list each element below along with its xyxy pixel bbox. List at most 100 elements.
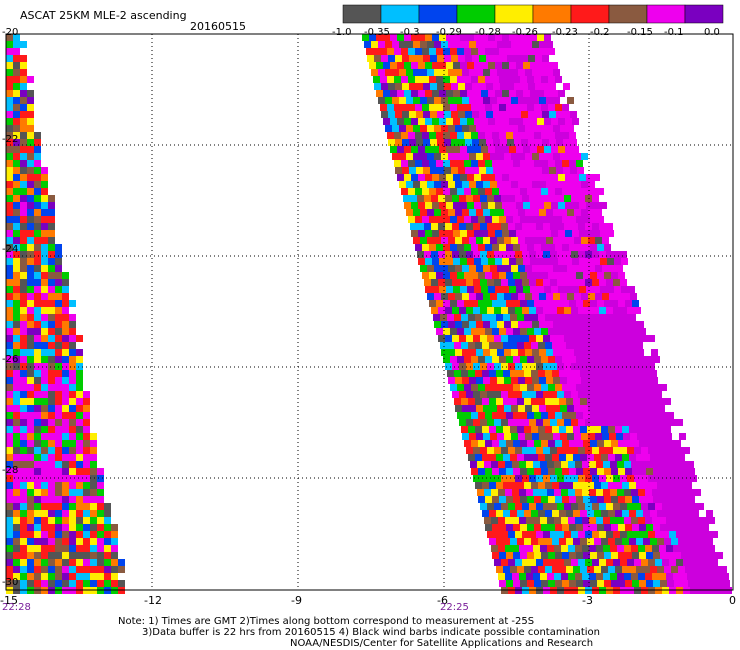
swath-cell [574, 349, 581, 356]
swath-cell [522, 335, 529, 342]
swath-cell [622, 454, 629, 461]
swath-cell [503, 510, 510, 517]
swath-cell [76, 335, 83, 342]
swath-cell [557, 251, 564, 258]
swath-cell [580, 510, 587, 517]
swath-cell [422, 76, 429, 83]
swath-cell [443, 216, 450, 223]
swath-cell [413, 153, 420, 160]
swath-cell [554, 517, 561, 524]
swath-cell [429, 216, 436, 223]
swath-cell [490, 97, 497, 104]
swath-cell [425, 174, 432, 181]
swath-cell [571, 307, 578, 314]
swath-cell [478, 216, 485, 223]
swath-cell [406, 41, 413, 48]
swath-cell [467, 230, 474, 237]
swath-cell [650, 426, 657, 433]
swath-cell [13, 314, 20, 321]
swath-cell [517, 566, 524, 573]
swath-cell [448, 125, 455, 132]
swath-cell [27, 237, 34, 244]
swath-cell [55, 370, 62, 377]
swath-cell [464, 440, 471, 447]
swath-cell [590, 216, 597, 223]
swath-cell [517, 454, 524, 461]
swath-cell [439, 230, 446, 237]
swath-cell [525, 181, 532, 188]
swath-cell [62, 314, 69, 321]
swath-cell [20, 412, 27, 419]
swath-cell [441, 125, 448, 132]
swath-cell [41, 566, 48, 573]
swath-cell [34, 342, 41, 349]
swath-cell [76, 545, 83, 552]
swath-cell [667, 440, 674, 447]
swath-cell [27, 146, 34, 153]
swath-cell [483, 209, 490, 216]
swath-cell [27, 230, 34, 237]
swath-cell [524, 398, 531, 405]
swath-cell [466, 195, 473, 202]
swath-cell [69, 377, 76, 384]
swath-cell [69, 321, 76, 328]
swath-cell [13, 97, 20, 104]
swath-cell [489, 398, 496, 405]
swath-cell [441, 97, 448, 104]
swath-cell [537, 146, 544, 153]
swath-cell [34, 398, 41, 405]
swath-cell [6, 496, 13, 503]
swath-cell [532, 125, 539, 132]
swath-cell [534, 328, 541, 335]
swath-cell [532, 293, 539, 300]
swath-cell [516, 146, 523, 153]
swath-cell [496, 426, 503, 433]
swath-cell [527, 440, 534, 447]
swath-cell [527, 48, 534, 55]
swath-cell [27, 447, 34, 454]
swath-cell [609, 433, 616, 440]
swath-cell [493, 139, 500, 146]
swath-cell [601, 314, 608, 321]
swath-cell [541, 48, 548, 55]
swath-cell [495, 174, 502, 181]
swath-cell [507, 55, 514, 62]
swath-cell [669, 531, 676, 538]
swath-cell [416, 111, 423, 118]
swath-cell [474, 62, 481, 69]
swath-cell [453, 118, 460, 125]
swath-cell [485, 384, 492, 391]
swath-cell [497, 321, 504, 328]
lat-label: -22 [2, 134, 19, 145]
swath-cell [476, 237, 483, 244]
swath-cell [508, 251, 515, 258]
swath-cell [83, 468, 90, 475]
swath-cell [648, 447, 655, 454]
swath-cell [69, 384, 76, 391]
swath-cell [459, 279, 466, 286]
swath-cell [604, 496, 611, 503]
swath-cell [480, 475, 487, 482]
swath-cell [466, 251, 473, 258]
swath-cell [460, 146, 467, 153]
swath-cell [409, 139, 416, 146]
swath-cell [450, 384, 457, 391]
swath-cell [481, 230, 488, 237]
swath-cell [483, 349, 490, 356]
swath-cell [489, 482, 496, 489]
swath-cell [671, 454, 678, 461]
swath-cell [541, 132, 548, 139]
swath-cell [562, 216, 569, 223]
swath-cell [678, 482, 685, 489]
swath-cell [539, 377, 546, 384]
swath-cell [536, 531, 543, 538]
swath-cell [475, 398, 482, 405]
swath-cell [525, 69, 532, 76]
swath-cell [552, 538, 559, 545]
swath-cell [424, 279, 431, 286]
swath-cell [450, 272, 457, 279]
swath-cell [723, 580, 730, 587]
swath-cell [13, 489, 20, 496]
swath-cell [20, 573, 27, 580]
swath-cell [62, 349, 69, 356]
